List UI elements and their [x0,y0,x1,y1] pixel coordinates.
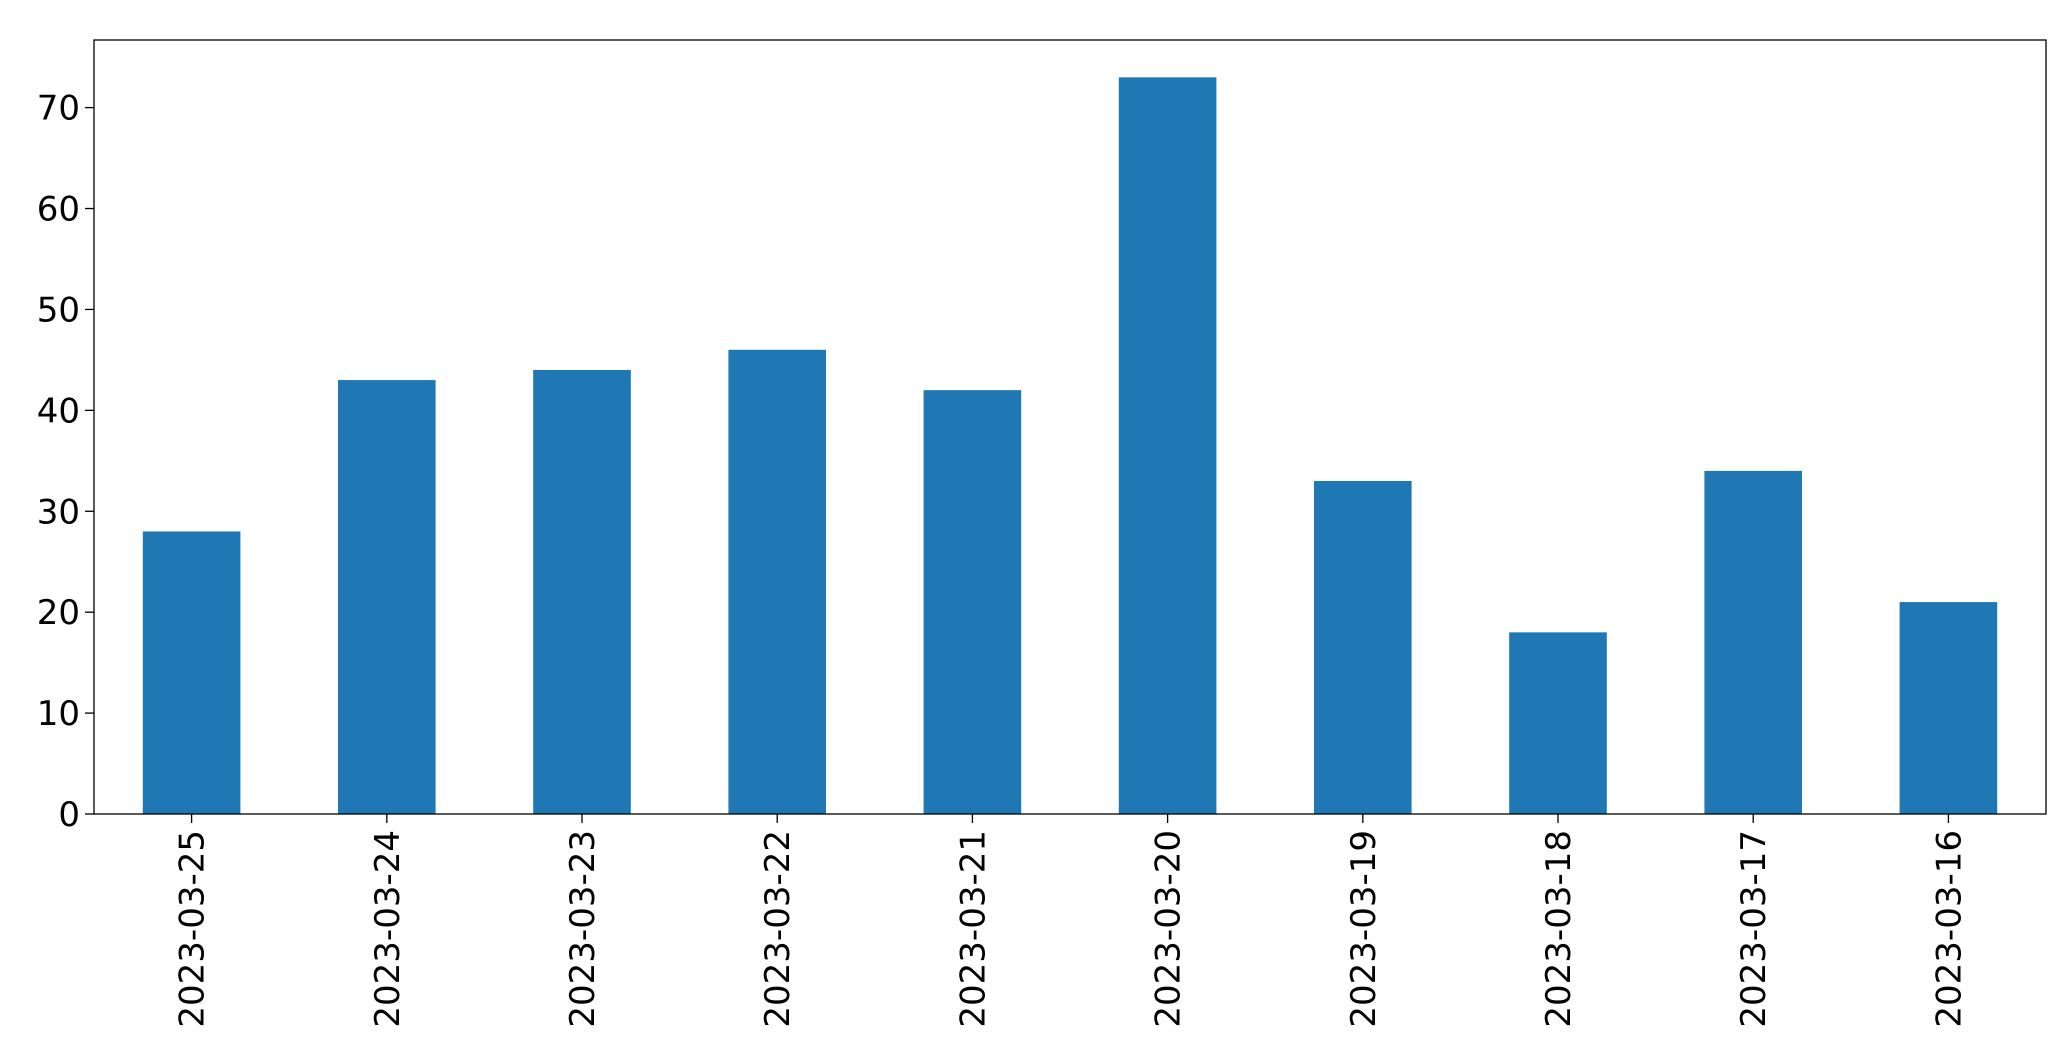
x-tick-label: 2023-03-20 [1149,830,1189,1028]
x-tick-label: 2023-03-21 [953,830,993,1028]
x-tick-label: 2023-03-19 [1344,830,1384,1028]
bar [1509,632,1607,814]
x-tick-label: 2023-03-16 [1929,830,1969,1028]
plot-frame [93,39,2047,815]
bar [142,531,241,814]
bar [1314,480,1412,814]
bar [1899,602,1998,814]
y-tick-label: 60 [37,190,80,230]
bar [1118,77,1217,815]
bar [533,369,631,814]
y-tick-label: 30 [37,492,80,532]
bar [1704,470,1802,814]
bar [923,390,1022,814]
y-tick-label: 10 [37,694,80,734]
bar [728,349,826,814]
x-tick-label: 2023-03-25 [173,830,213,1028]
x-tick-label: 2023-03-18 [1539,830,1579,1028]
x-tick-label: 2023-03-17 [1734,830,1774,1028]
x-tick-label: 2023-03-23 [563,830,603,1028]
x-tick-label: 2023-03-24 [368,830,408,1028]
y-tick-label: 50 [37,290,80,330]
y-tick-label: 70 [37,89,80,129]
x-tick-label: 2023-03-22 [758,830,798,1028]
y-tick-label: 20 [37,593,80,633]
y-tick-label: 0 [58,795,80,835]
y-tick-label: 40 [37,391,80,431]
bar [338,380,436,814]
